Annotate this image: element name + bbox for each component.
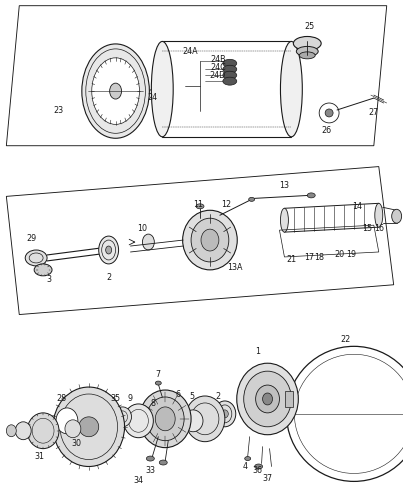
Text: 17: 17 [304, 254, 314, 262]
Text: 5: 5 [189, 392, 195, 402]
Ellipse shape [25, 250, 47, 266]
Ellipse shape [56, 408, 78, 434]
Text: 33: 33 [145, 466, 156, 475]
Ellipse shape [114, 407, 131, 427]
Ellipse shape [237, 363, 298, 434]
Text: 4: 4 [242, 462, 247, 471]
Text: 13A: 13A [227, 264, 242, 272]
Ellipse shape [185, 396, 225, 442]
Ellipse shape [155, 381, 161, 385]
Text: 23: 23 [53, 106, 63, 116]
Ellipse shape [152, 42, 173, 137]
Ellipse shape [299, 52, 315, 59]
Ellipse shape [159, 460, 167, 465]
Ellipse shape [223, 71, 237, 79]
Text: 24A: 24A [182, 47, 198, 56]
Ellipse shape [183, 210, 237, 270]
Ellipse shape [280, 42, 302, 137]
Text: 3: 3 [46, 276, 52, 284]
Ellipse shape [27, 413, 59, 448]
Text: 30: 30 [72, 439, 82, 448]
Ellipse shape [53, 387, 124, 466]
Text: 1: 1 [255, 347, 260, 356]
Text: 16: 16 [374, 224, 384, 232]
Text: 35: 35 [111, 394, 121, 404]
Text: 15: 15 [362, 224, 372, 232]
Text: 20: 20 [334, 250, 344, 260]
Text: 2: 2 [215, 392, 221, 402]
Text: 9: 9 [128, 394, 133, 404]
Ellipse shape [146, 456, 154, 461]
Ellipse shape [183, 410, 203, 432]
Bar [285, 391, 293, 407]
Ellipse shape [124, 404, 154, 438]
Ellipse shape [82, 44, 149, 138]
Ellipse shape [146, 397, 184, 440]
Text: 12: 12 [221, 200, 231, 209]
Ellipse shape [92, 58, 139, 124]
Circle shape [79, 417, 99, 436]
Ellipse shape [307, 193, 315, 198]
Text: 25: 25 [304, 22, 314, 31]
Ellipse shape [297, 46, 318, 56]
Text: 2: 2 [106, 274, 111, 282]
Ellipse shape [293, 36, 321, 51]
Text: 28: 28 [56, 394, 66, 404]
Text: 24D: 24D [210, 70, 226, 80]
Ellipse shape [34, 264, 52, 276]
Ellipse shape [109, 83, 122, 99]
Ellipse shape [223, 77, 237, 85]
Ellipse shape [201, 229, 219, 251]
Ellipse shape [143, 234, 154, 250]
Text: 22: 22 [340, 335, 350, 344]
Text: 14: 14 [352, 202, 362, 211]
Ellipse shape [106, 246, 112, 254]
Text: 24B: 24B [210, 55, 226, 64]
Ellipse shape [223, 60, 237, 68]
Ellipse shape [263, 393, 273, 405]
Text: 31: 31 [34, 452, 44, 461]
Ellipse shape [245, 456, 250, 460]
Ellipse shape [214, 401, 236, 427]
Ellipse shape [249, 198, 255, 202]
Ellipse shape [255, 464, 263, 469]
Ellipse shape [99, 236, 119, 264]
Ellipse shape [223, 66, 237, 73]
Ellipse shape [196, 204, 204, 209]
Ellipse shape [15, 422, 31, 440]
Text: 13: 13 [280, 181, 289, 190]
Text: 37: 37 [263, 474, 273, 483]
Ellipse shape [191, 218, 229, 262]
Ellipse shape [6, 425, 16, 436]
Text: 6: 6 [176, 390, 181, 398]
Text: 29: 29 [26, 234, 36, 242]
Text: 21: 21 [286, 256, 297, 264]
Text: 24: 24 [147, 92, 158, 102]
Circle shape [319, 103, 339, 123]
Ellipse shape [256, 385, 280, 413]
Text: 18: 18 [314, 254, 324, 262]
Ellipse shape [280, 208, 288, 232]
Circle shape [325, 109, 333, 117]
Text: 27: 27 [369, 108, 379, 118]
Text: 26: 26 [321, 126, 331, 136]
Ellipse shape [65, 420, 81, 438]
Ellipse shape [375, 204, 383, 227]
Text: 36: 36 [252, 466, 263, 475]
Text: 7: 7 [156, 370, 161, 378]
Text: 11: 11 [193, 200, 203, 209]
Ellipse shape [139, 390, 191, 448]
Text: 19: 19 [346, 250, 356, 260]
Ellipse shape [244, 371, 291, 427]
Text: 10: 10 [137, 224, 147, 232]
Text: 24C: 24C [210, 63, 226, 72]
Ellipse shape [155, 407, 175, 430]
Ellipse shape [392, 210, 402, 223]
Ellipse shape [221, 410, 228, 418]
Text: 34: 34 [133, 476, 143, 485]
Text: 8: 8 [151, 400, 156, 408]
